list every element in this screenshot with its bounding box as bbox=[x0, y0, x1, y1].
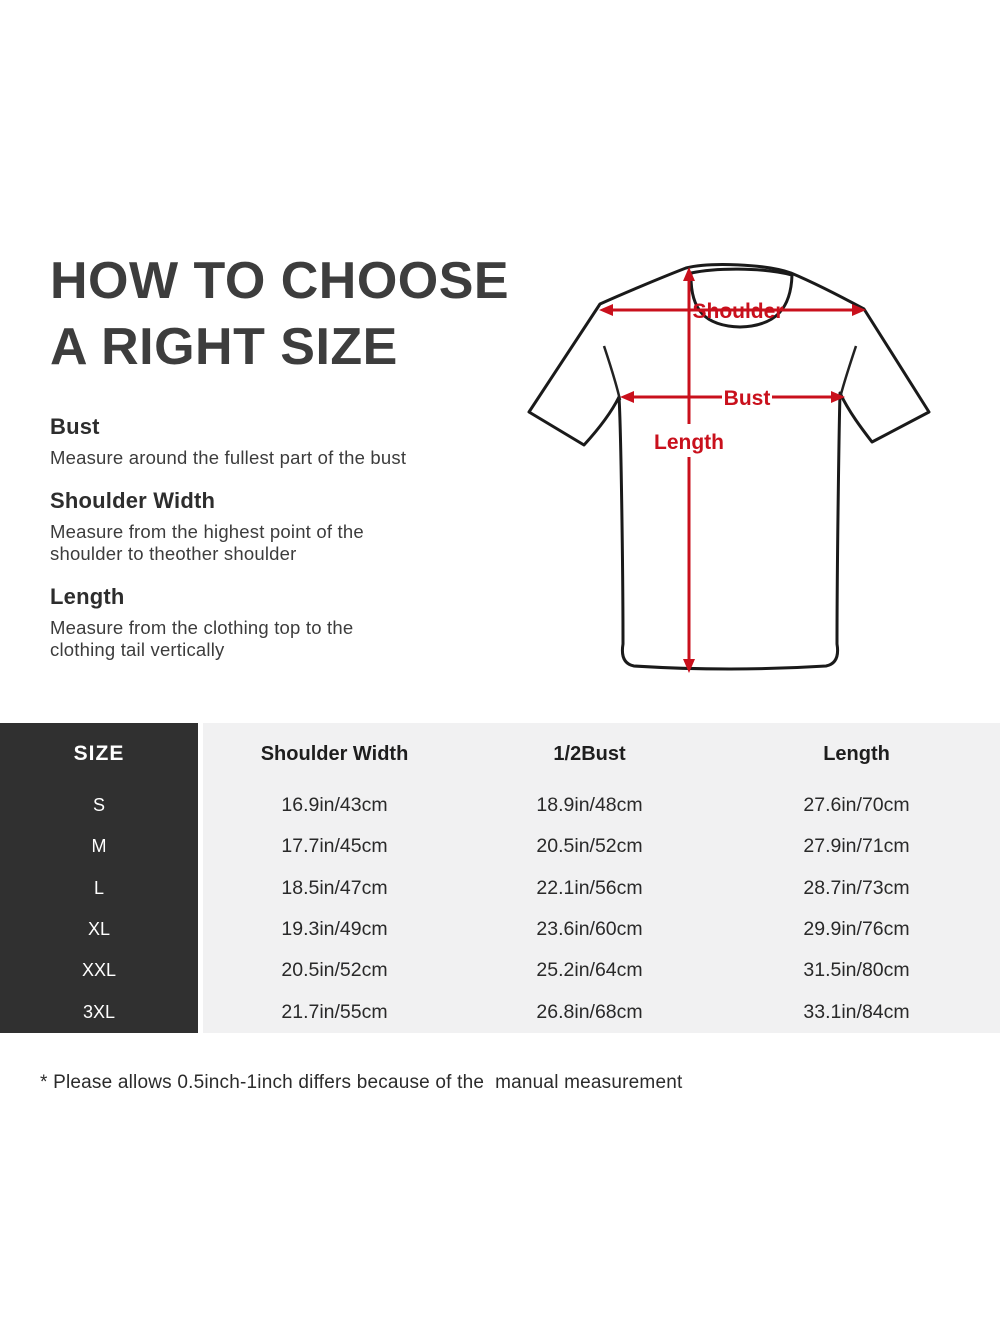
shoulder-arrow-label: Shoulder bbox=[692, 300, 783, 323]
bust-value: 26.8in/68cm bbox=[536, 1000, 643, 1023]
column-gap bbox=[198, 723, 203, 785]
size-table: SIZE Shoulder Width 1/2Bust Length S 16.… bbox=[0, 723, 1000, 1033]
length-value: 33.1in/84cm bbox=[803, 1000, 910, 1023]
page-title-line2: A RIGHT SIZE bbox=[50, 318, 398, 376]
shoulder-value: 18.5in/47cm bbox=[281, 876, 388, 899]
bust-value: 25.2in/64cm bbox=[536, 959, 643, 982]
tshirt-diagram-svg: Shoulder Bust Length bbox=[527, 263, 931, 673]
measurement-disclaimer: * Please allows 0.5inch-1inch differs be… bbox=[40, 1072, 683, 1093]
column-gap bbox=[198, 908, 203, 951]
measurement-instructions: Bust Measure around the fullest part of … bbox=[50, 414, 490, 680]
bust-value: 23.6in/60cm bbox=[536, 918, 643, 941]
table-row-s: S 16.9in/43cm 18.9in/48cm 27.6in/70cm bbox=[0, 785, 1000, 827]
length-value: 29.9in/76cm bbox=[803, 918, 910, 941]
length-value: 27.6in/70cm bbox=[803, 794, 910, 817]
right-seam-crease bbox=[838, 345, 858, 399]
shoulder-value: 17.7in/45cm bbox=[281, 835, 388, 858]
column-header-shoulder-width: Shoulder Width bbox=[260, 742, 409, 765]
bust-value: 22.1in/56cm bbox=[536, 876, 643, 899]
length-value: 31.5in/80cm bbox=[803, 959, 910, 982]
shoulder-value: 21.7in/55cm bbox=[281, 1000, 388, 1023]
table-row-l: L 18.5in/47cm 22.1in/56cm 28.7in/73cm bbox=[0, 867, 1000, 909]
page-title-line1: HOW TO CHOOSE bbox=[50, 252, 510, 310]
size-label: L bbox=[0, 867, 198, 909]
instruction-length: Length Measure from the clothing top to … bbox=[50, 584, 490, 661]
table-row-xxl: XXL 20.5in/52cm 25.2in/64cm 31.5in/80cm bbox=[0, 950, 1000, 992]
table-row-3xl: 3XL 21.7in/55cm 26.8in/68cm 33.1in/84cm bbox=[0, 991, 1000, 1033]
tshirt-outline bbox=[527, 263, 931, 671]
shoulder-value: 20.5in/52cm bbox=[281, 959, 388, 982]
instruction-bust-body: Measure around the fullest part of the b… bbox=[50, 447, 407, 468]
instruction-shoulder-heading: Shoulder Width bbox=[50, 488, 216, 513]
page-title: HOW TO CHOOSE A RIGHT SIZE bbox=[50, 248, 509, 380]
column-gap bbox=[198, 867, 203, 909]
shoulder-arrow bbox=[599, 304, 866, 316]
column-gap bbox=[198, 950, 203, 992]
bust-value: 18.9in/48cm bbox=[536, 794, 643, 817]
size-label: XL bbox=[0, 908, 198, 951]
column-gap bbox=[198, 826, 203, 868]
instruction-shoulder-width: Shoulder Width Measure from the highest … bbox=[50, 488, 490, 565]
instruction-bust-heading: Bust bbox=[50, 414, 100, 439]
size-table-header-row: SIZE Shoulder Width 1/2Bust Length bbox=[0, 723, 1000, 785]
column-gap bbox=[198, 991, 203, 1033]
table-row-m: M 17.7in/45cm 20.5in/52cm 27.9in/71cm bbox=[0, 826, 1000, 868]
shoulder-value: 16.9in/43cm bbox=[281, 794, 388, 817]
left-seam-crease bbox=[602, 345, 622, 401]
size-label: S bbox=[0, 785, 198, 827]
length-arrow bbox=[683, 267, 695, 673]
size-label: M bbox=[0, 826, 198, 868]
column-header-half-bust: 1/2Bust bbox=[553, 742, 626, 765]
column-gap bbox=[198, 785, 203, 827]
bust-arrow-label: Bust bbox=[724, 387, 771, 410]
instruction-shoulder-body: Measure from the highest point of the sh… bbox=[50, 521, 364, 564]
length-value: 27.9in/71cm bbox=[803, 835, 910, 858]
column-header-length: Length bbox=[823, 742, 890, 765]
tshirt-measurement-diagram: Shoulder Bust Length bbox=[500, 240, 960, 700]
column-header-size: SIZE bbox=[0, 723, 198, 785]
size-label: 3XL bbox=[0, 991, 198, 1033]
instruction-bust: Bust Measure around the fullest part of … bbox=[50, 414, 490, 469]
bust-arrow bbox=[620, 391, 845, 403]
bust-value: 20.5in/52cm bbox=[536, 835, 643, 858]
length-value: 28.7in/73cm bbox=[803, 876, 910, 899]
size-label: XXL bbox=[0, 950, 198, 992]
shoulder-value: 19.3in/49cm bbox=[281, 918, 388, 941]
instruction-length-body: Measure from the clothing top to the clo… bbox=[50, 617, 354, 660]
length-arrow-label: Length bbox=[654, 431, 724, 454]
instruction-length-heading: Length bbox=[50, 584, 125, 609]
table-row-xl: XL 19.3in/49cm 23.6in/60cm 29.9in/76cm bbox=[0, 908, 1000, 951]
